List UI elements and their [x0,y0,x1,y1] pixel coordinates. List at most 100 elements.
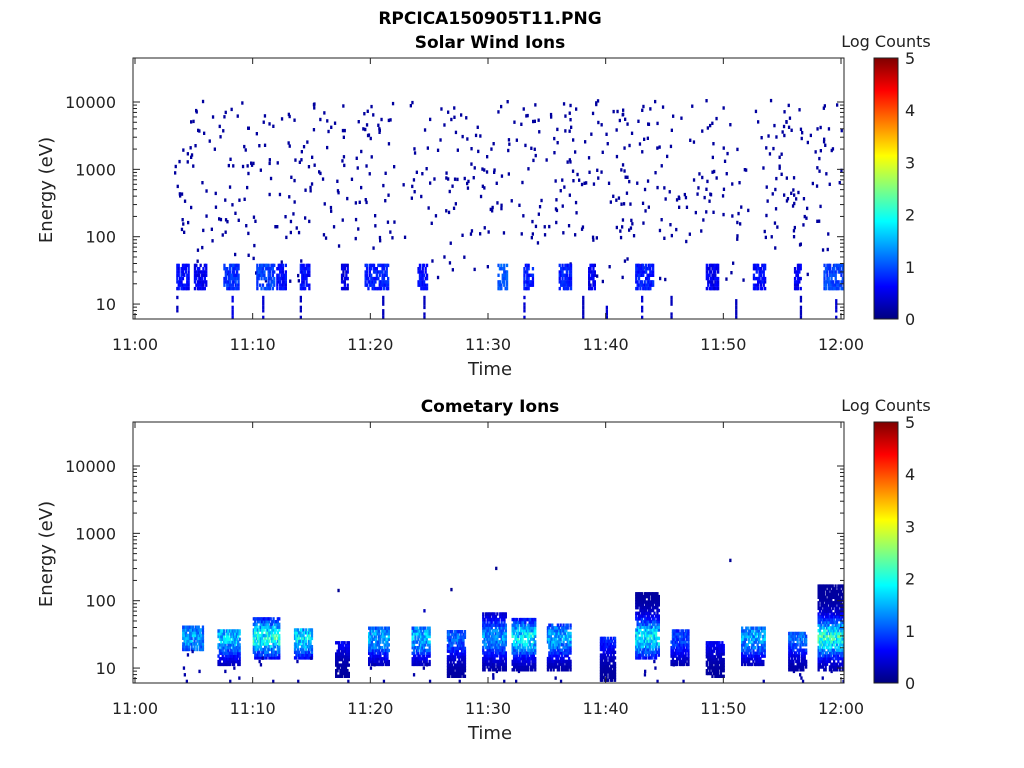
comet-burst-cell [305,636,308,641]
comet-burst-cell [649,622,652,627]
sw-scatter-cell [701,129,704,133]
sw-band-cell [831,273,835,277]
comet-burst-cell [448,630,451,634]
sw-band-cell [365,283,369,287]
comet-burst-cell [521,659,524,664]
comet-burst-cell [458,630,461,634]
sw-band-cell [500,263,503,268]
comet-burst-cell [653,628,656,632]
sw-band-cell [497,283,500,287]
comet-burst-cell [425,648,428,653]
comet-burst-cell [715,669,718,673]
comet-burst-cell [760,629,764,633]
comet-burst-cell [546,626,550,630]
comet-burst-cell [553,665,557,669]
comet-burst-cell [515,645,519,650]
comet-burst-cell [295,645,298,649]
sw-scatter-cell [625,191,629,195]
sw-band-cell [375,267,378,271]
sw-band-cell [226,286,229,291]
comet-burst-cell [187,645,190,649]
comet-burst-cell [386,632,389,636]
comet-burst-cell [293,647,297,652]
sw-band-cell [280,267,283,271]
sw-scatter-cell [778,164,781,168]
comet-burst-cell [715,649,718,653]
sw-band-cell [833,273,836,277]
sw-scatter-cell [293,178,296,183]
sw-band-cell [271,286,274,291]
comet-burst-cell [793,651,796,655]
comet-burst-cell [602,661,605,666]
comet-burst-cell [452,660,455,664]
comet-burst-cell [342,649,345,653]
comet-burst-cell [741,659,744,664]
comet-burst-cell [525,665,528,669]
comet-burst-cell [756,646,759,650]
sw-band-cell [840,280,843,284]
comet-burst-cell [635,603,638,607]
comet-burst-cell [522,617,526,622]
comet-burst-cell [640,592,643,596]
sw-band-cell [176,273,179,277]
comet-burst-cell [656,620,659,624]
comet-burst-cell [235,648,238,653]
comet-burst-cell [451,666,454,670]
sw-scatter-cell [564,114,567,118]
sw-band-cell [845,274,847,277]
comet-burst-cell [487,617,491,622]
comet-burst-cell [238,659,241,664]
comet-burst-cell [344,649,348,653]
sw-band-cell [283,276,286,281]
comet-burst-cell [528,648,531,652]
comet-burst-cell [193,647,196,652]
sw-scatter-cell [554,179,557,183]
comet-burst-cell [673,640,676,644]
comet-burst-cell [715,646,718,651]
comet-burst-cell [755,651,758,655]
comet-burst-cell [271,647,274,652]
comet-tail-cell [233,666,236,670]
comet-burst-cell [343,646,346,651]
comet-burst-cell [265,642,268,646]
comet-burst-cell [268,653,271,657]
comet-burst-cell [521,637,524,641]
comet-burst-cell [562,640,565,644]
comet-burst-cell [258,653,261,657]
sw-band-cell [223,283,226,287]
comet-burst-cell [486,640,489,644]
sw-scatter-cell [241,164,245,169]
sw-band-cell [273,263,276,268]
comet-burst-cell [189,631,192,635]
sw-band-cell [845,284,847,287]
comet-burst-cell [421,640,424,644]
comet-burst-cell [453,646,457,651]
sw-band-cell [652,283,655,287]
comet-burst-cell [517,629,520,633]
sw-band-cell [345,273,348,277]
comet-burst-cell [238,657,241,661]
sw-scatter-cell [778,166,781,170]
comet-burst-cell [681,634,684,639]
comet-burst-cell [184,645,188,649]
comet-burst-cell [418,629,421,633]
sw-band-cell [384,283,387,287]
sw-band-cell [423,273,426,277]
sw-scatter-cell [595,236,598,240]
sw-band-cell [367,280,370,284]
comet-burst-cell [418,659,421,664]
comet-burst-cell [256,636,260,641]
comet-burst-cell [514,654,517,658]
comet-burst-cell [722,657,725,662]
sw-band-cell [757,263,760,268]
comet-burst-cell [789,662,792,666]
comet-burst-cell [517,656,520,661]
sw-band-cell [798,267,801,271]
sw-band-cell [381,273,384,277]
comet-burst-cell [599,664,603,668]
sw-band-cell [227,270,230,274]
comet-burst-cell [503,662,506,666]
sw-band-cell [380,263,383,268]
comet-burst-cell [639,594,642,599]
comet-burst-cell [788,631,791,636]
